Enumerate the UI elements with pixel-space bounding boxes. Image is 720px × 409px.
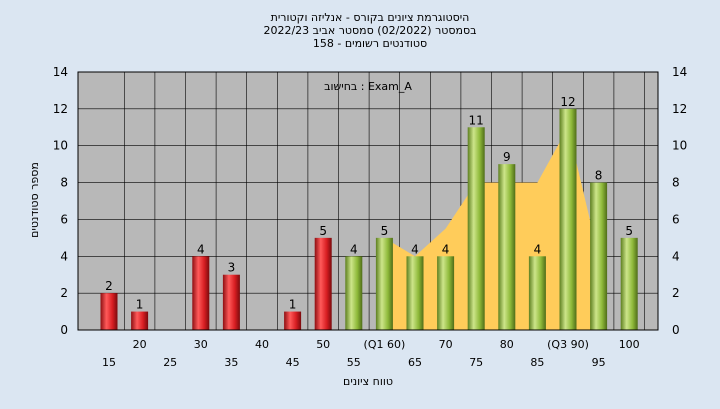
bar <box>559 108 577 330</box>
x-tick-label: 15 <box>102 356 116 369</box>
x-tick-label: 20 <box>133 338 147 351</box>
x-tick-label: 75 <box>469 356 483 369</box>
y-tick-label-right: 14 <box>672 65 687 79</box>
bar <box>100 293 118 330</box>
y-tick-label-right: 0 <box>672 323 680 337</box>
y-tick-label-right: 12 <box>672 102 687 116</box>
x-tick-label: 70 <box>439 338 453 351</box>
bar <box>222 274 240 330</box>
bar-value-label: 12 <box>560 95 575 109</box>
bar-value-label: 5 <box>319 224 327 238</box>
bar <box>498 164 516 330</box>
bar <box>375 237 393 330</box>
y-tick-label-left: 0 <box>60 323 68 337</box>
x-tick-label: 65 <box>408 356 422 369</box>
bar-value-label: 1 <box>136 298 144 312</box>
x-tick-label: 80 <box>500 338 514 351</box>
y-tick-label-right: 2 <box>672 286 680 300</box>
x-tick-label: 40 <box>255 338 269 351</box>
y-axis-label: מספר סטודנטים <box>28 162 41 238</box>
bar-value-label: 4 <box>350 242 358 256</box>
x-tick-label: 55 <box>347 356 361 369</box>
bar-value-label: 11 <box>469 113 484 127</box>
y-tick-label-left: 14 <box>53 65 68 79</box>
bar-value-label: 4 <box>442 242 450 256</box>
chart-title-line-1: היסטוגרמת ציונים בקורס - אנליזה וקטורית <box>271 11 470 24</box>
y-tick-label-left: 4 <box>60 249 68 263</box>
y-tick-label-right: 8 <box>672 176 680 190</box>
y-tick-label-right: 10 <box>672 139 687 153</box>
plot-border <box>77 71 659 331</box>
bar <box>437 256 455 330</box>
bar-value-label: 9 <box>503 150 511 164</box>
bar <box>620 237 638 330</box>
bar <box>528 256 546 330</box>
chart-title-line-2: בסמסטר (02/2022) סמסטר אביב 2022/23 <box>263 24 476 37</box>
y-tick-label-left: 2 <box>60 286 68 300</box>
x-tick-label: 25 <box>163 356 177 369</box>
bar-value-label: 4 <box>534 242 542 256</box>
bar <box>284 311 302 330</box>
chart-title-line-3: סטודנטים רשומים - 158 <box>313 37 427 50</box>
y-tick-label-left: 10 <box>53 139 68 153</box>
bar <box>131 311 149 330</box>
bar-value-label: 8 <box>595 169 603 183</box>
x-tick-label: 50 <box>316 338 330 351</box>
bar-value-label: 1 <box>289 298 297 312</box>
exam-annotation: בחישוב : Exam_A <box>324 80 412 93</box>
x-tick-label: (Q1 60) <box>364 338 406 351</box>
x-tick-label: 30 <box>194 338 208 351</box>
bar-value-label: 5 <box>625 224 633 238</box>
bar-value-label: 5 <box>381 224 389 238</box>
bar <box>590 182 608 330</box>
y-tick-label-left: 8 <box>60 176 68 190</box>
bar <box>345 256 363 330</box>
bar <box>467 127 485 331</box>
x-tick-label: 95 <box>592 356 606 369</box>
bar-value-label: 4 <box>197 242 205 256</box>
bar-value-label: 2 <box>105 279 113 293</box>
x-axis-label: טווח ציונים <box>343 375 393 388</box>
y-tick-label-left: 6 <box>60 212 68 226</box>
x-tick-label: 100 <box>619 338 640 351</box>
y-tick-label-right: 6 <box>672 212 680 226</box>
x-tick-label: 85 <box>530 356 544 369</box>
bar-value-label: 4 <box>411 242 419 256</box>
bars-layer: 2 1 4 3 1 5 4 5 4 4 11 9 4 12 8 5 <box>100 95 638 331</box>
bar <box>192 256 210 330</box>
x-tick-label: 45 <box>286 356 300 369</box>
bar <box>406 256 424 330</box>
bar <box>314 237 332 330</box>
x-tick-label: (Q3 90) <box>547 338 589 351</box>
y-tick-label-right: 4 <box>672 249 680 263</box>
bar-value-label: 3 <box>228 261 236 275</box>
x-tick-label: 35 <box>224 356 238 369</box>
y-tick-label-left: 12 <box>53 102 68 116</box>
